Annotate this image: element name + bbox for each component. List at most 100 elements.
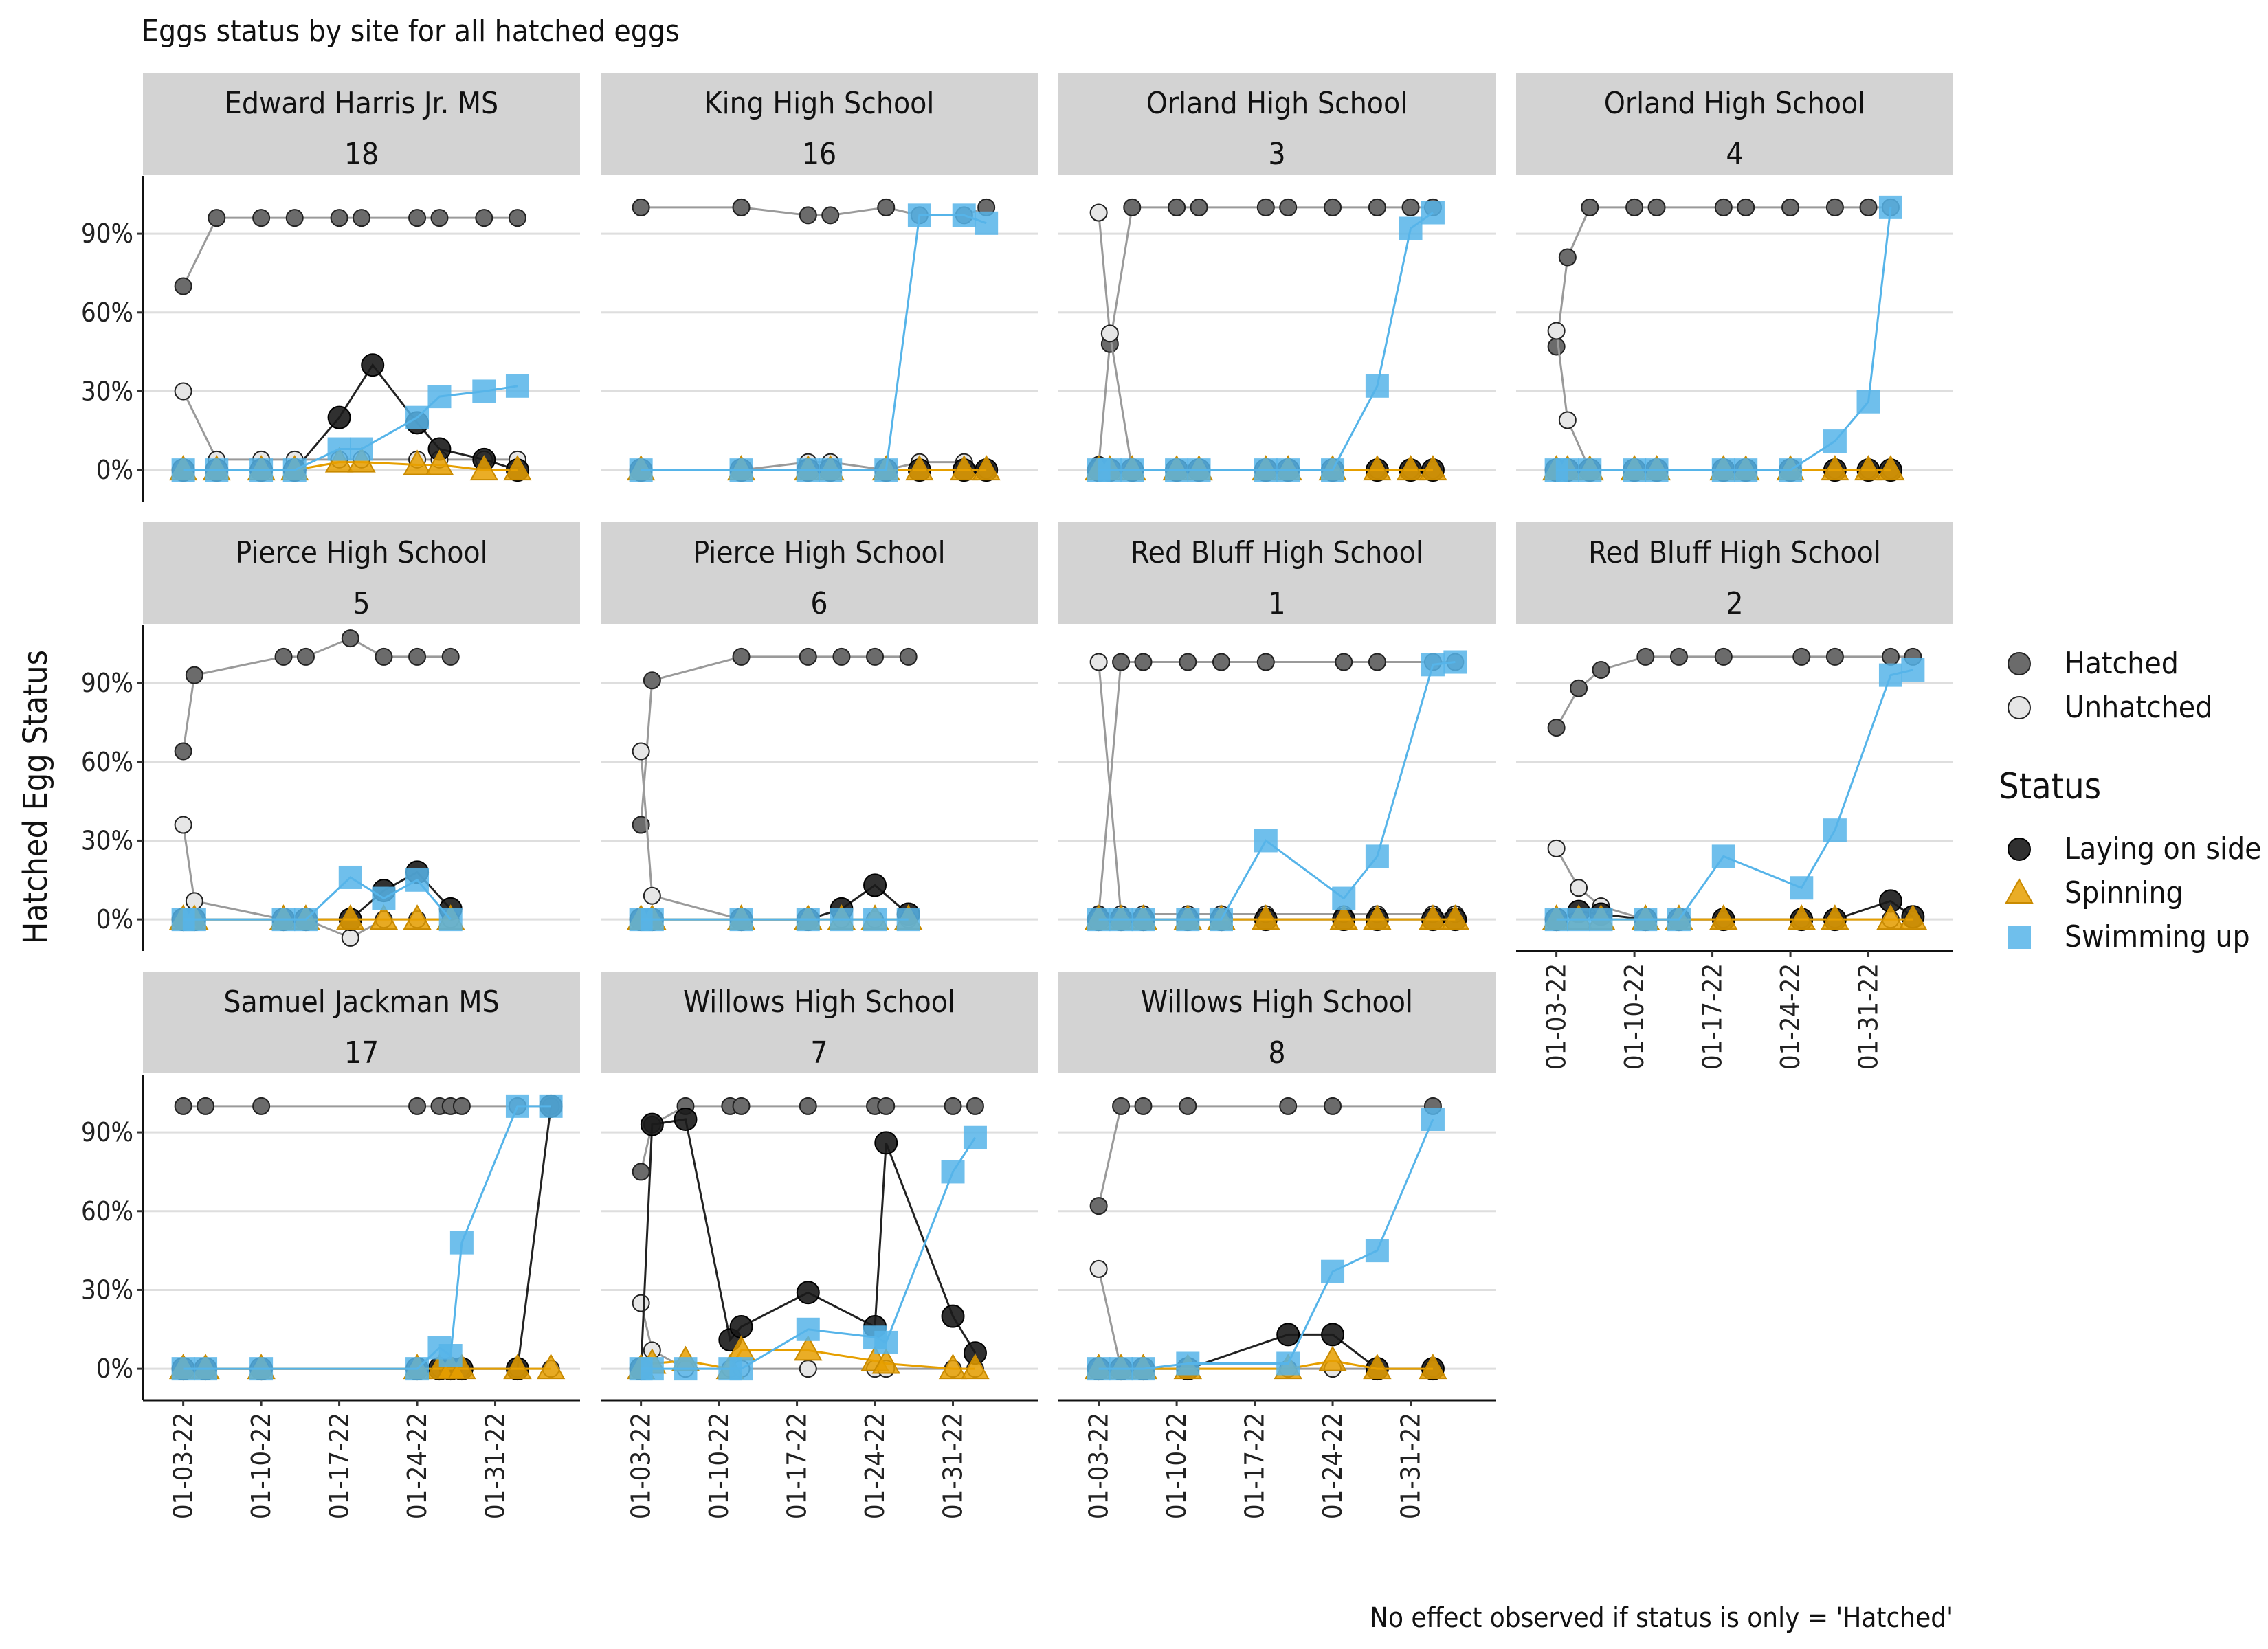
point-hatched: [208, 209, 226, 227]
point-unhatched: [1100, 324, 1119, 343]
point-swimming: [1711, 458, 1735, 482]
point-swimming: [438, 1344, 463, 1368]
point-hatched: [174, 742, 192, 761]
point-hatched: [430, 209, 449, 227]
point-hatched: [375, 647, 393, 666]
series-line-swimming: [641, 1136, 977, 1370]
point-swimming: [1254, 829, 1278, 853]
facet-site-label: Samuel Jackman MS: [223, 985, 499, 1020]
point-spinning: [905, 455, 934, 481]
point-swimming: [729, 908, 753, 932]
y-tick-label: 30%: [81, 376, 133, 406]
point-swimming: [1567, 908, 1591, 932]
facet-site-label: Pierce High School: [693, 535, 945, 570]
point-swimming: [1109, 1357, 1133, 1381]
point-spinning: [1898, 904, 1928, 930]
legend-item-label: Laying on side: [2065, 831, 2262, 866]
legend-key-unhatched: [2008, 696, 2031, 719]
point-swimming: [427, 385, 452, 409]
point-laying: [361, 353, 385, 377]
point-swimming: [1254, 458, 1278, 482]
point-spinning: [1252, 904, 1280, 930]
series-line-unhatched: [640, 1303, 975, 1370]
point-unhatched: [632, 742, 650, 761]
point-spinning: [1821, 455, 1849, 481]
facet-id-label: 4: [1726, 137, 1743, 172]
point-spinning: [336, 904, 365, 930]
point-swimming: [1779, 458, 1803, 482]
facet-panel: Willows High School 8 01-03-22 01-10-22 01-1…: [1058, 972, 1496, 1519]
x-tick-label: 01-10-22: [1161, 1413, 1192, 1519]
point-hatched: [1212, 653, 1230, 671]
point-swimming: [975, 211, 999, 235]
point-hatched: [643, 671, 661, 690]
point-swimming: [1823, 818, 1847, 842]
point-swimming: [282, 458, 307, 482]
point-swimming: [271, 908, 296, 932]
point-swimming: [640, 1357, 664, 1381]
x-tick-label: 01-24-22: [1318, 1413, 1348, 1519]
point-spinning: [503, 455, 532, 481]
legend-key-status: [2008, 838, 2031, 861]
point-swimming: [830, 908, 854, 932]
point-swimming: [952, 203, 976, 227]
facet-strip: [143, 522, 580, 624]
point-hatched: [1669, 647, 1688, 666]
x-tick-label: 01-03-22: [168, 1413, 199, 1519]
point-swimming: [327, 437, 351, 461]
point-hatched: [475, 209, 493, 227]
point-laying: [941, 1304, 965, 1328]
series-line-hatched: [182, 216, 518, 287]
facet-strip: [601, 73, 1038, 175]
x-tick-label: 01-24-22: [860, 1413, 890, 1519]
point-hatched: [732, 1097, 751, 1115]
point-hatched: [330, 209, 348, 227]
point-spinning: [1709, 904, 1738, 930]
facet-id-label: 6: [810, 586, 827, 621]
point-swimming: [1176, 1351, 1200, 1376]
facet-id-label: 3: [1268, 137, 1285, 172]
point-swimming: [1332, 886, 1356, 910]
point-hatched: [174, 277, 192, 295]
point-hatched: [274, 647, 293, 666]
point-swimming: [896, 908, 920, 932]
point-hatched: [1168, 198, 1186, 216]
point-swimming: [1187, 458, 1211, 482]
facet-site-label: Willows High School: [683, 985, 955, 1020]
point-laying: [1276, 1323, 1300, 1347]
facet-site-label: Orland High School: [1146, 86, 1408, 121]
point-hatched: [1368, 198, 1386, 216]
point-hatched: [899, 647, 918, 666]
point-swimming: [640, 908, 664, 932]
point-swimming: [1443, 650, 1467, 674]
point-laying: [674, 1107, 698, 1131]
point-swimming: [194, 1357, 218, 1381]
point-spinning: [1329, 904, 1358, 930]
point-hatched: [353, 209, 370, 227]
point-hatched: [408, 209, 427, 227]
point-hatched: [185, 666, 203, 684]
point-swimming: [205, 458, 229, 482]
facet-strip: [1058, 522, 1496, 624]
point-swimming: [863, 908, 887, 932]
point-laying: [863, 873, 887, 897]
point-spinning: [1854, 455, 1883, 481]
x-tick-label: 01-31-22: [1396, 1413, 1426, 1519]
point-hatched: [1401, 198, 1420, 216]
point-swimming: [1209, 908, 1233, 932]
point-spinning: [425, 449, 454, 475]
point-swimming: [796, 458, 820, 482]
point-hatched: [732, 198, 751, 216]
point-hatched: [1134, 653, 1153, 671]
point-swimming: [796, 908, 820, 932]
point-swimming: [338, 865, 362, 889]
series-line-hatched: [1555, 655, 1913, 728]
point-swimming: [472, 379, 496, 403]
point-hatched: [1825, 647, 1844, 666]
point-swimming: [438, 908, 463, 932]
y-axis-label: Hatched Egg Status: [16, 650, 55, 944]
point-hatched: [1190, 198, 1208, 216]
point-swimming: [963, 1125, 987, 1149]
point-hatched: [1547, 719, 1566, 737]
